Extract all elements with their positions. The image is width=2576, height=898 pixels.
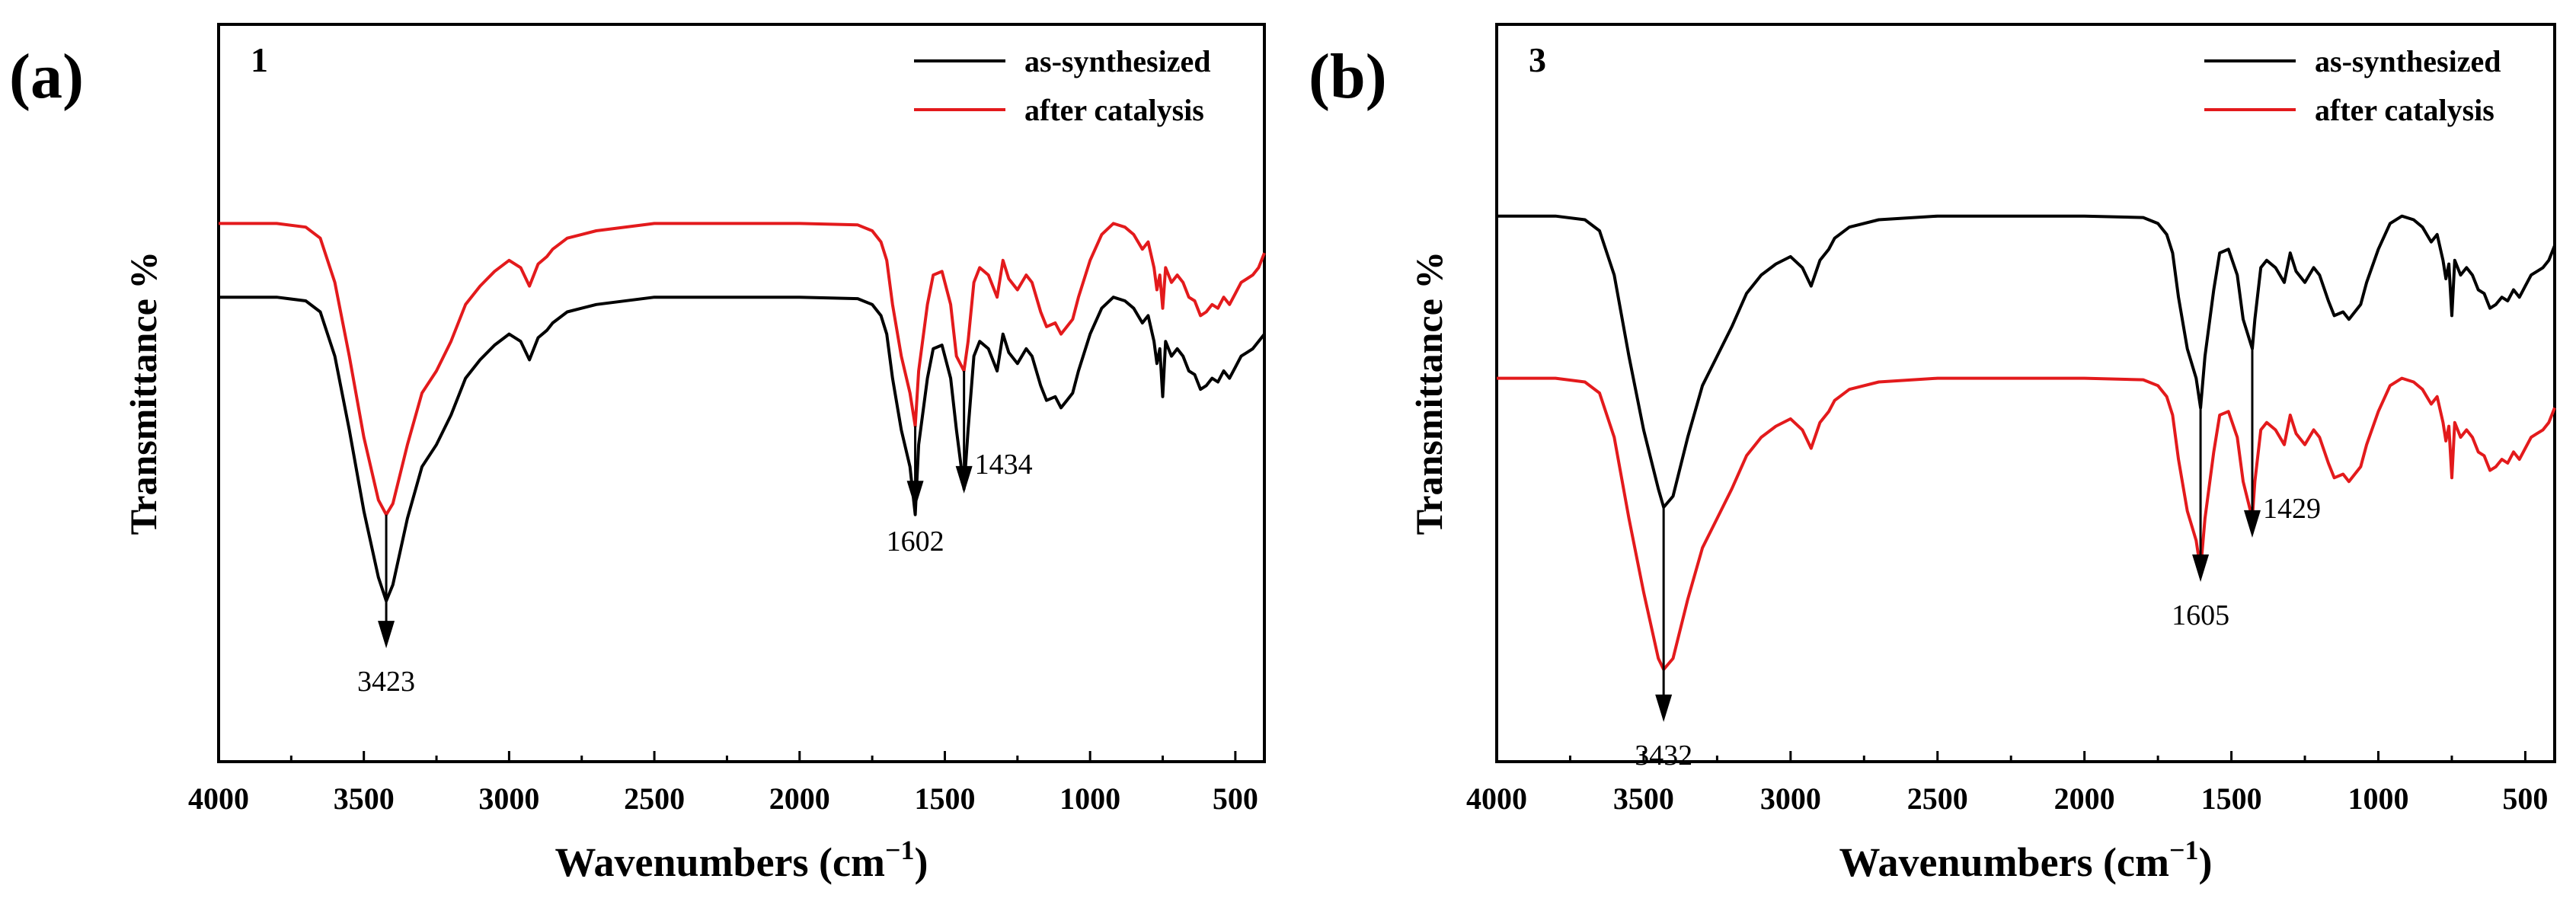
- series-line-after-catalysis: [219, 222, 1266, 516]
- peak-arrowhead: [2192, 554, 2210, 582]
- peak-arrowhead: [2243, 510, 2261, 538]
- plot-frame: [1495, 23, 2556, 763]
- peak-arrowhead: [906, 481, 924, 509]
- legend-label: as-synthesized: [1024, 44, 1210, 78]
- y-axis-label: Transmittance %: [122, 251, 165, 535]
- peak-arrowhead: [378, 621, 395, 649]
- x-axis-label: Wavenumbers (cm−1): [555, 835, 928, 885]
- peak-arrowhead: [955, 465, 973, 494]
- plot-frame: [217, 23, 1266, 763]
- x-axis-label: Wavenumbers (cm−1): [1839, 835, 2213, 885]
- x-tick-label: 3500: [334, 781, 395, 816]
- x-tick-label: 2000: [2054, 781, 2115, 816]
- x-tick-label: 1000: [1059, 781, 1120, 816]
- legend-label: after catalysis: [1024, 93, 1204, 127]
- peak-label: 3423: [357, 666, 415, 698]
- sample-label: 3: [1529, 40, 1546, 79]
- peak-label: 1429: [2263, 493, 2321, 525]
- x-axis-label-main: Wavenumbers (cm: [555, 839, 885, 885]
- x-axis-label-sup: −1: [885, 835, 915, 865]
- panel-b: (b) 3 4000 3500 3000 2500 2000 1500 1000 500 Waven…: [1309, 23, 2556, 885]
- panel-label: (b): [1309, 41, 1387, 112]
- peak-label: 1602: [887, 526, 944, 558]
- panel-a: (a) 1 4000 3500 3000 2500 2000 1500 1000 500 Waven…: [9, 23, 1266, 885]
- peak-arrowhead: [1655, 694, 1673, 722]
- peak-label: 1434: [975, 449, 1033, 481]
- x-tick-label: 4000: [1466, 781, 1527, 816]
- x-tick-label: 4000: [188, 781, 249, 816]
- x-tick-label: 500: [1213, 781, 1258, 816]
- x-axis-label-main: Wavenumbers (cm: [1839, 839, 2169, 885]
- x-tick-label: 1500: [914, 781, 975, 816]
- series-line-as-synthesized: [219, 296, 1266, 602]
- panel-label: (a): [9, 41, 84, 112]
- peak-label: 3432: [1635, 740, 1692, 772]
- x-tick-label: 2500: [1907, 781, 1968, 816]
- x-axis-label-close: ): [914, 839, 928, 885]
- legend-label: as-synthesized: [2315, 44, 2501, 78]
- x-tick-label: 2500: [624, 781, 685, 816]
- x-tick-label: 1500: [2201, 781, 2262, 816]
- x-tick-label: 3000: [1760, 781, 1821, 816]
- peak-label: 1605: [2172, 599, 2229, 631]
- x-tick-label: 500: [2502, 781, 2548, 816]
- x-tick-label: 1000: [2348, 781, 2409, 816]
- x-axis-label-close: ): [2198, 839, 2212, 885]
- series-line-as-synthesized: [1497, 214, 2556, 509]
- series-line-after-catalysis: [1497, 376, 2556, 671]
- legend-label: after catalysis: [2315, 93, 2495, 127]
- x-tick-label: 3500: [1613, 781, 1674, 816]
- x-tick-label: 2000: [769, 781, 830, 816]
- x-axis-label-sup: −1: [2169, 835, 2199, 865]
- x-tick-label: 3000: [478, 781, 539, 816]
- sample-label: 1: [251, 40, 268, 79]
- y-axis-label: Transmittance %: [1408, 251, 1450, 535]
